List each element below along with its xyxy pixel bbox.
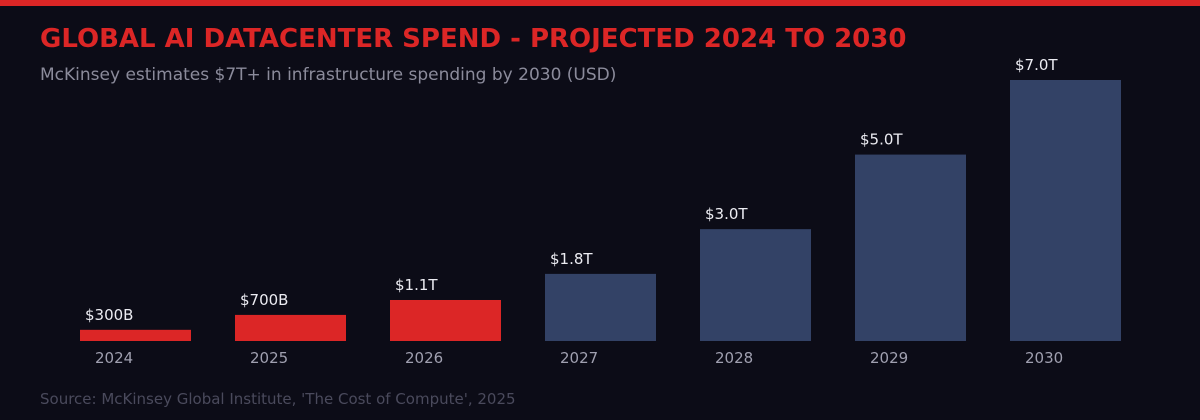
bar-2024 <box>80 329 191 341</box>
x-tick-label-2025: 2025 <box>250 349 288 367</box>
value-label-2028: $3.0T <box>705 205 748 223</box>
chart-subtitle: McKinsey estimates $7T+ in infrastructur… <box>40 65 617 85</box>
chart-title: GLOBAL AI DATACENTER SPEND - PROJECTED 2… <box>40 24 907 54</box>
value-label-2027: $1.8T <box>550 250 593 268</box>
bar-2030 <box>1010 80 1121 341</box>
bar-2028 <box>700 229 811 341</box>
bar-2029 <box>855 154 966 341</box>
bar-2027 <box>545 273 656 341</box>
x-tick-label-2024: 2024 <box>95 349 133 367</box>
x-tick-label-2028: 2028 <box>715 349 753 367</box>
x-tick-label-2029: 2029 <box>870 349 908 367</box>
x-tick-label-2027: 2027 <box>560 349 598 367</box>
bar-2026 <box>390 299 501 341</box>
value-label-2026: $1.1T <box>395 276 438 294</box>
x-tick-label-2026: 2026 <box>405 349 443 367</box>
value-label-2024: $300B <box>85 306 133 324</box>
value-label-2025: $700B <box>240 291 288 309</box>
value-label-2030: $7.0T <box>1015 56 1058 74</box>
value-label-2029: $5.0T <box>860 131 903 149</box>
bar-2025 <box>235 314 346 341</box>
x-tick-label-2030: 2030 <box>1025 349 1063 367</box>
top-accent-bar <box>0 0 1200 6</box>
source-note: Source: McKinsey Global Institute, 'The … <box>40 390 516 408</box>
